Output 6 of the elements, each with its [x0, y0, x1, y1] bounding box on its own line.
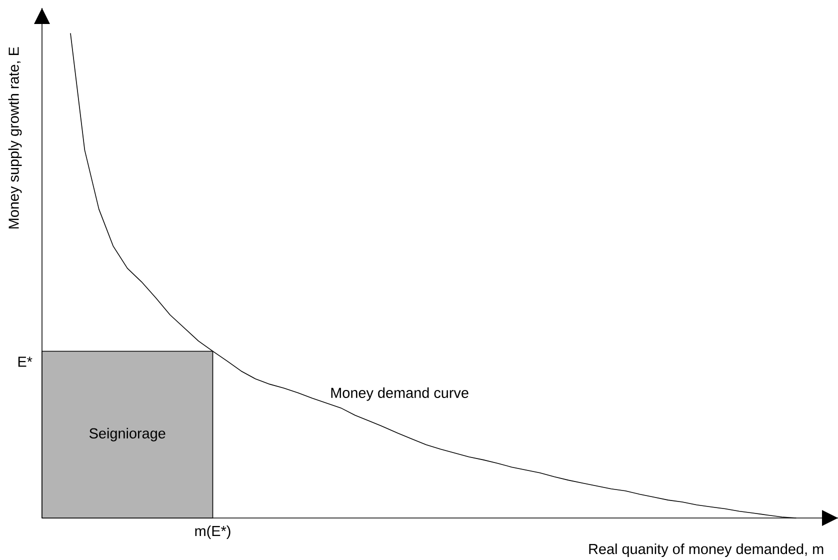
series-label: Seigniorage [89, 428, 166, 442]
text: E* [18, 356, 32, 367]
y-axis-title: Money supply growth rate, E [8, 47, 22, 228]
series-label: Money demand curve [331, 387, 468, 401]
text: m(E*) [195, 526, 230, 539]
x-axis-title: Real quanity of money demanded, m [589, 544, 824, 557]
